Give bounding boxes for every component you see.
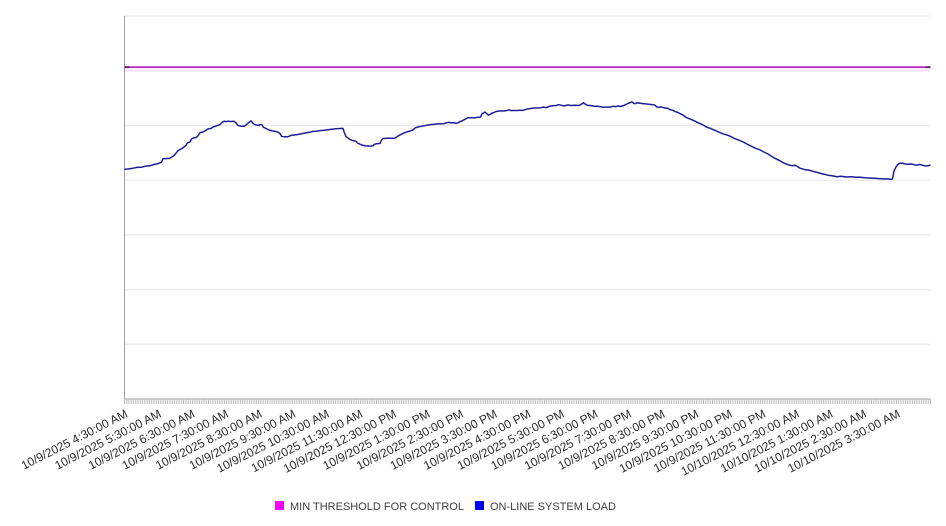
svg-text:MIN THRESHOLD FOR CONTROL: MIN THRESHOLD FOR CONTROL [290, 501, 464, 513]
svg-text:ON-LINE SYSTEM LOAD: ON-LINE SYSTEM LOAD [490, 501, 616, 513]
